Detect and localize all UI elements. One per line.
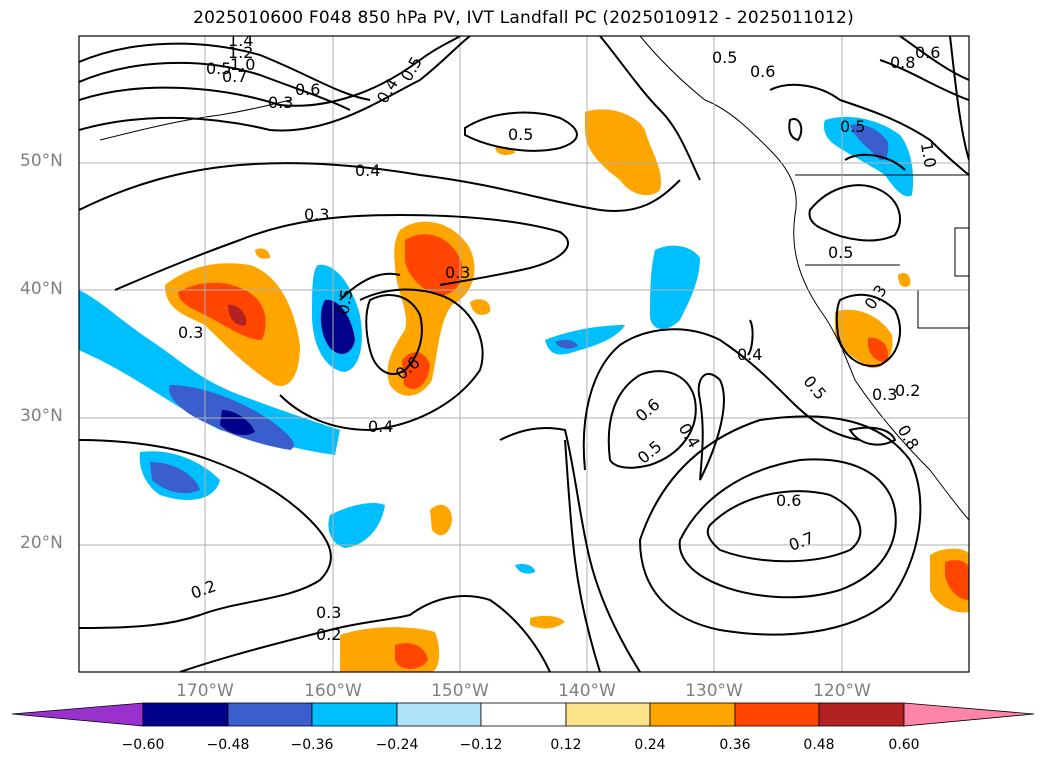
- colorbar-bin: [227, 702, 313, 727]
- contour-label: 1.0: [230, 55, 255, 74]
- colorbar-bin: [311, 702, 398, 727]
- lat-label: 30°N: [20, 406, 63, 426]
- contour-label: 1.2: [228, 43, 253, 62]
- colorbar-bin: [396, 702, 482, 727]
- graticule: [79, 36, 969, 672]
- contour-label: 0.8: [890, 53, 915, 72]
- contour-label: 0.3: [178, 323, 203, 342]
- contour-label: 0.3: [304, 205, 329, 224]
- colorbar-bin: [142, 702, 229, 727]
- colorbar-tick: −0.48: [206, 737, 250, 753]
- contour-label: 0.6: [295, 80, 320, 99]
- contour-label: 0.7: [222, 67, 247, 86]
- colorbar-tick: 0.60: [888, 737, 920, 753]
- colorbar-bin: [480, 702, 567, 727]
- lon-label: 170°W: [176, 681, 234, 701]
- lon-label: 140°W: [558, 681, 616, 701]
- plot-area: 1.4 1.2 1.0 0.7 0.6 0.5 0.3 0.4 0.5 0.6 …: [79, 31, 969, 672]
- ivt-contours: [79, 36, 969, 672]
- contour-label: 0.4: [737, 345, 762, 364]
- contour-label: 0.2: [895, 381, 920, 400]
- lon-label: 130°W: [685, 681, 743, 701]
- contour-label: 0.3: [872, 385, 897, 404]
- colorbar-tick: 0.12: [550, 737, 582, 753]
- colorbar-tick: −0.60: [121, 737, 165, 753]
- contour-label: 0.5: [206, 59, 231, 78]
- colorbar-tick: −0.24: [375, 737, 419, 753]
- contour-label: 0.6: [776, 491, 801, 510]
- lon-label: 150°W: [431, 681, 489, 701]
- contour-label: 0.5: [712, 48, 737, 67]
- colorbar-tick: −0.12: [459, 737, 503, 753]
- contour-label: 0.3: [268, 93, 293, 112]
- colorbar-bin: [565, 702, 651, 727]
- colorbar-tick: 0.48: [803, 737, 835, 753]
- contour-label: 0.5: [333, 288, 356, 316]
- colorbar-extend-low: [11, 702, 144, 727]
- contour-label: 0.6: [915, 43, 940, 62]
- lat-label: 20°N: [20, 533, 63, 553]
- contour-label: 0.2: [316, 625, 341, 644]
- colorbar-bin: [734, 702, 820, 727]
- plot-frame: [78, 35, 970, 673]
- contour-label: 0.4: [355, 161, 380, 180]
- lat-label: 50°N: [20, 151, 63, 171]
- colorbar-bin: [649, 702, 736, 727]
- contour-label: 0.5: [828, 243, 853, 262]
- colorbar-tick: 0.36: [719, 737, 751, 753]
- contour-label: 1.0: [917, 141, 940, 169]
- colorbar-extend-high: [903, 702, 1035, 727]
- contour-label: 0.6: [750, 62, 775, 81]
- colorbar: [11, 702, 1035, 727]
- lat-label: 40°N: [20, 279, 63, 299]
- colorbar-tick: −0.36: [290, 737, 334, 753]
- map-title: 2025010600 F048 850 hPa PV, IVT Landfall…: [193, 8, 854, 28]
- contour-label: 0.3: [316, 603, 341, 622]
- colorbar-bin: [818, 702, 905, 727]
- contour-label: 0.5: [508, 125, 533, 144]
- contour-label: 0.4: [368, 417, 393, 436]
- lon-label: 120°W: [813, 681, 871, 701]
- contour-label: 1.4: [228, 31, 253, 50]
- lon-label: 160°W: [304, 681, 362, 701]
- contour-label: 0.5: [840, 117, 865, 136]
- colorbar-tick: 0.24: [634, 737, 666, 753]
- contour-label: 0.3: [445, 263, 470, 282]
